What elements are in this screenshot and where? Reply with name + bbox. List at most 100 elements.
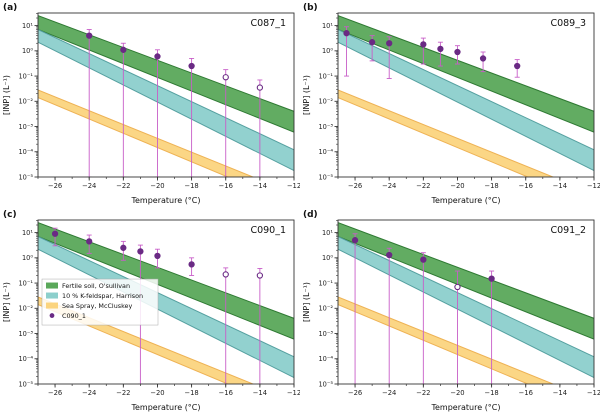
- svg-text:−26: −26: [348, 389, 362, 397]
- data-point: [51, 230, 59, 237]
- svg-text:10⁻⁴: 10⁻⁴: [318, 148, 333, 156]
- band-edge: [38, 15, 294, 112]
- svg-text:10¹: 10¹: [22, 22, 33, 30]
- band-edge: [38, 89, 255, 177]
- band-edge: [338, 222, 594, 319]
- svg-text:−20: −20: [450, 389, 464, 397]
- svg-text:10⁻⁵: 10⁻⁵: [318, 173, 333, 181]
- band-10-k-feldspar-harrison: [38, 29, 294, 171]
- legend-label: C090_1: [62, 312, 86, 320]
- band-edge: [38, 236, 294, 358]
- svg-text:10⁻³: 10⁻³: [18, 330, 33, 338]
- data-point: [351, 237, 359, 244]
- data-point: [386, 40, 393, 47]
- x-axis: −26 −24 −22 −20 −18 −16 −14 −12: [337, 384, 600, 397]
- svg-text:−24: −24: [82, 182, 96, 190]
- data-point: [420, 41, 427, 48]
- axes-frame: [337, 219, 595, 385]
- band-edge: [338, 296, 555, 384]
- data-point: [120, 244, 127, 251]
- data-point: [514, 62, 521, 70]
- svg-text:10¹: 10¹: [322, 229, 333, 237]
- panel-letter: (b): [303, 3, 318, 13]
- data-point: [154, 53, 161, 60]
- data-point: [343, 30, 350, 37]
- svg-text:−24: −24: [382, 182, 396, 190]
- svg-text:10⁰: 10⁰: [322, 254, 333, 262]
- svg-text:−12: −12: [587, 389, 600, 397]
- x-axis-label: Temperature (°C): [430, 196, 500, 205]
- y-axis-label: [INP] (L⁻¹): [2, 282, 11, 322]
- svg-text:10⁻⁵: 10⁻⁵: [318, 380, 333, 388]
- svg-text:10¹: 10¹: [22, 229, 33, 237]
- svg-text:10⁻¹: 10⁻¹: [318, 72, 333, 80]
- legend-label: Fertile soil, O'sullivan: [62, 282, 130, 290]
- svg-text:−14: −14: [253, 389, 267, 397]
- panel-c: −26 −24 −22 −20 −18 −16 −14 −12 10¹ 10⁰ 10⁻¹ 10⁻² 10…: [0, 207, 300, 414]
- svg-text:10⁻¹: 10⁻¹: [318, 279, 333, 287]
- data-point: [222, 74, 229, 81]
- axes-frame: [37, 219, 295, 385]
- axes-frame: [337, 12, 595, 178]
- svg-text:10⁻¹: 10⁻¹: [18, 72, 33, 80]
- y-axis: 10¹ 10⁰ 10⁻¹ 10⁻² 10⁻³ 10⁻⁴ 10⁻⁵: [18, 13, 38, 181]
- band-edge: [338, 15, 594, 112]
- svg-text:10⁻²: 10⁻²: [18, 98, 33, 106]
- svg-text:10¹: 10¹: [322, 22, 333, 30]
- svg-text:−16: −16: [519, 182, 533, 190]
- data-point: [368, 39, 376, 46]
- x-axis: −26 −24 −22 −20 −18 −16 −14 −12: [337, 177, 600, 190]
- panel-c-chart: −26 −24 −22 −20 −18 −16 −14 −1210¹10⁰10⁻¹10⁻²10…: [2, 210, 300, 412]
- panel-title: C087_1: [250, 18, 286, 29]
- legend-label: Sea Spray, McCluskey: [62, 302, 132, 310]
- y-axis-label: [INP] (L⁻¹): [302, 282, 311, 322]
- svg-text:10⁻⁴: 10⁻⁴: [318, 355, 333, 363]
- panel-title: C091_2: [550, 225, 586, 236]
- svg-text:10⁰: 10⁰: [322, 47, 333, 55]
- panel-b: −26 −24 −22 −20 −18 −16 −14 −12 10¹ 10⁰ 10⁻¹ 10⁻² 10…: [300, 0, 600, 207]
- band-edge: [38, 41, 294, 172]
- svg-text:10⁻³: 10⁻³: [318, 123, 333, 131]
- band-edge: [338, 97, 530, 177]
- reference-bands: [338, 222, 594, 384]
- svg-text:−14: −14: [553, 389, 567, 397]
- legend: Fertile soil, O'sullivan 10 % K-feldspar,…: [41, 278, 159, 326]
- band-fertile-soil-o-sullivan: [338, 222, 594, 340]
- x-axis-label: Temperature (°C): [130, 403, 200, 412]
- legend-swatch-sea-spray-mccluskey: [46, 302, 58, 309]
- svg-text:−18: −18: [484, 182, 498, 190]
- x-axis: −26 −24 −22 −20 −18 −16 −14 −12: [37, 177, 300, 190]
- data-point: [488, 275, 495, 282]
- data-point: [154, 252, 161, 259]
- band-fertile-soil-o-sullivan: [338, 15, 594, 133]
- data-point: [86, 32, 93, 39]
- legend-marker-c090-1: [49, 313, 55, 318]
- svg-text:−12: −12: [587, 182, 600, 190]
- band-edge: [338, 304, 530, 384]
- data-points: [51, 230, 264, 279]
- band-edge: [38, 248, 294, 379]
- svg-text:10⁻²: 10⁻²: [18, 305, 33, 313]
- svg-text:−24: −24: [382, 389, 396, 397]
- svg-text:−18: −18: [484, 389, 498, 397]
- x-axis-label: Temperature (°C): [130, 196, 200, 205]
- data-point: [86, 238, 93, 245]
- data-points: [86, 32, 264, 91]
- band-edge: [38, 236, 294, 340]
- band-fertile-soil-o-sullivan: [38, 222, 294, 340]
- band-edge: [38, 29, 294, 151]
- svg-text:10⁰: 10⁰: [22, 254, 33, 262]
- svg-text:10⁻²: 10⁻²: [318, 305, 333, 313]
- panel-letter: (d): [303, 210, 318, 220]
- y-axis: 10¹ 10⁰ 10⁻¹ 10⁻² 10⁻³ 10⁻⁴ 10⁻⁵: [18, 220, 38, 388]
- reference-bands: [338, 15, 594, 177]
- y-axis: 10¹ 10⁰ 10⁻¹ 10⁻² 10⁻³ 10⁻⁴ 10⁻⁵: [318, 220, 338, 388]
- svg-text:−26: −26: [48, 389, 62, 397]
- band-edge: [38, 29, 294, 133]
- reference-bands: [38, 15, 294, 177]
- svg-text:10⁻⁵: 10⁻⁵: [18, 173, 33, 181]
- svg-text:−16: −16: [219, 182, 233, 190]
- svg-text:10⁻⁴: 10⁻⁴: [18, 148, 33, 156]
- error-bars: [86, 29, 263, 177]
